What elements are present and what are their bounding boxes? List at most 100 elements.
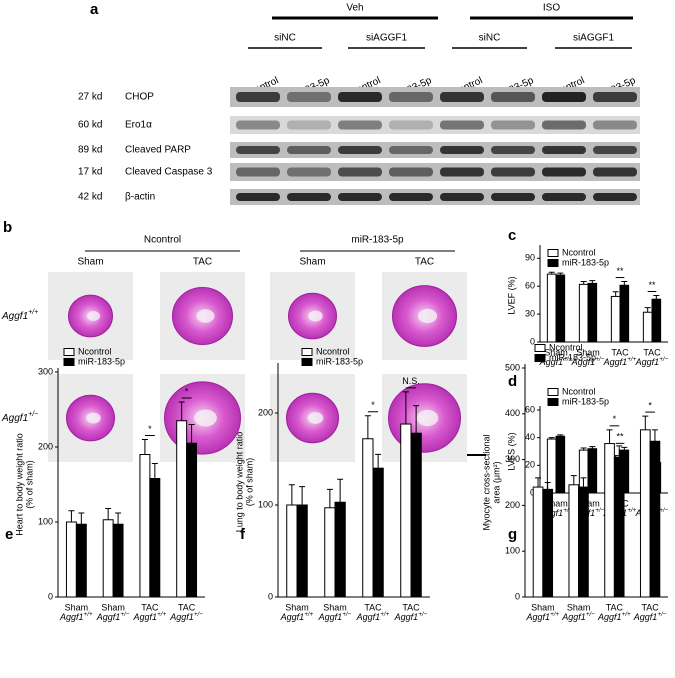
bar bbox=[555, 435, 566, 494]
genotype-label: Aggf1+/− bbox=[1, 411, 38, 423]
genotype-label: Aggf1+/+ bbox=[356, 611, 390, 622]
blot-strip bbox=[230, 189, 640, 205]
error-bar bbox=[188, 424, 195, 444]
genotype-label: Aggf1+/− bbox=[169, 611, 203, 622]
bar bbox=[65, 521, 77, 598]
panel-label: c bbox=[508, 227, 516, 244]
y-tick-label: 200 bbox=[38, 441, 53, 451]
group-label: Ncontrol bbox=[144, 235, 181, 246]
y-tick-label: 400 bbox=[505, 408, 520, 418]
blot-strip bbox=[230, 163, 640, 181]
error-bar bbox=[105, 508, 112, 520]
y-axis-label: area (μm²) bbox=[491, 461, 501, 503]
blot-band bbox=[236, 92, 280, 102]
y-tick-label: 100 bbox=[38, 516, 53, 526]
legend-label: Ncontrol bbox=[549, 342, 583, 352]
error-bar bbox=[570, 475, 577, 485]
bar bbox=[555, 274, 566, 343]
error-bar bbox=[326, 488, 333, 508]
bar bbox=[578, 486, 589, 598]
legend-label: Ncontrol bbox=[78, 346, 112, 356]
y-axis-label: (% of sham) bbox=[24, 460, 34, 509]
legend-swatch bbox=[547, 249, 559, 257]
blot-band bbox=[542, 92, 586, 102]
blot-band bbox=[287, 146, 331, 154]
error-bar bbox=[651, 429, 658, 442]
blot-band bbox=[236, 120, 280, 130]
kd-label: 60 kd bbox=[78, 120, 102, 131]
subgroup-label: siAGGF1 bbox=[573, 33, 615, 44]
blot-band bbox=[542, 120, 586, 130]
blot-strip bbox=[230, 142, 640, 158]
gene-name: Aggf1 bbox=[96, 612, 121, 622]
superscript: +/+ bbox=[157, 611, 166, 618]
significance-label: * bbox=[371, 400, 375, 410]
bar bbox=[532, 486, 544, 598]
legend-label: miR-183-5p bbox=[316, 356, 363, 366]
x-tick-label: TAC bbox=[643, 347, 661, 357]
error-bar bbox=[544, 482, 551, 490]
blot-band bbox=[236, 167, 280, 177]
legend-label: Ncontrol bbox=[562, 386, 596, 396]
bar bbox=[587, 282, 598, 343]
blot-band bbox=[389, 193, 433, 201]
panel-label: a bbox=[90, 1, 99, 18]
genotype-label: Aggf1+/− bbox=[96, 611, 130, 622]
gene-name: Aggf1 bbox=[571, 357, 596, 367]
error-bar bbox=[115, 512, 122, 525]
y-axis-label: (% of sham) bbox=[244, 458, 254, 507]
bar bbox=[102, 519, 114, 598]
bar bbox=[613, 456, 625, 598]
x-tick-label: TAC bbox=[606, 602, 624, 612]
protein-label: CHOP bbox=[125, 92, 154, 103]
y-tick-label: 40 bbox=[525, 432, 535, 442]
column-label: TAC bbox=[415, 257, 434, 268]
superscript: +/+ bbox=[550, 611, 559, 618]
x-tick-label: Sham bbox=[285, 602, 309, 612]
superscript: +/+ bbox=[563, 507, 572, 514]
y-tick-label: 0 bbox=[530, 487, 535, 497]
bar bbox=[334, 501, 346, 598]
y-tick-label: 200 bbox=[505, 500, 520, 510]
superscript: +/− bbox=[595, 507, 604, 514]
error-bar bbox=[337, 478, 344, 503]
gene-name: Aggf1 bbox=[597, 612, 622, 622]
error-bar bbox=[78, 512, 85, 525]
blot-band bbox=[287, 193, 331, 201]
superscript: +/+ bbox=[28, 309, 38, 316]
gene-name: Aggf1 bbox=[318, 612, 343, 622]
error-bar bbox=[644, 307, 651, 313]
blot-band bbox=[287, 92, 331, 102]
bar bbox=[610, 295, 621, 343]
blot-strip bbox=[230, 87, 640, 107]
significance-label: * bbox=[613, 414, 617, 424]
superscript: +/− bbox=[194, 611, 203, 618]
x-tick-label: Sham bbox=[544, 347, 568, 357]
legend-swatch bbox=[63, 358, 75, 366]
x-tick-label: Sham bbox=[544, 498, 568, 508]
blot-band bbox=[338, 146, 382, 154]
error-bar bbox=[621, 446, 628, 451]
error-bar bbox=[589, 280, 596, 284]
y-tick-label: 200 bbox=[258, 407, 273, 417]
y-tick-label: 60 bbox=[525, 281, 535, 291]
bar bbox=[75, 523, 87, 598]
blot-band bbox=[338, 120, 382, 130]
superscript: +/+ bbox=[84, 611, 93, 618]
x-tick-label: TAC bbox=[178, 602, 196, 612]
bar bbox=[112, 523, 124, 598]
panel-label: d bbox=[508, 373, 517, 390]
x-tick-label: TAC bbox=[364, 602, 382, 612]
x-tick-label: TAC bbox=[611, 347, 629, 357]
error-bar bbox=[68, 510, 75, 522]
column-label: Sham bbox=[299, 257, 325, 268]
bar bbox=[149, 478, 161, 598]
error-bar bbox=[557, 434, 564, 437]
blot-band bbox=[593, 92, 637, 102]
error-bar bbox=[580, 281, 587, 285]
column-label: Sham bbox=[77, 257, 103, 268]
bar bbox=[587, 448, 598, 494]
kd-label: 42 kd bbox=[78, 192, 102, 203]
error-bar bbox=[606, 429, 613, 444]
genotype-label: Aggf1+/+ bbox=[597, 611, 631, 622]
